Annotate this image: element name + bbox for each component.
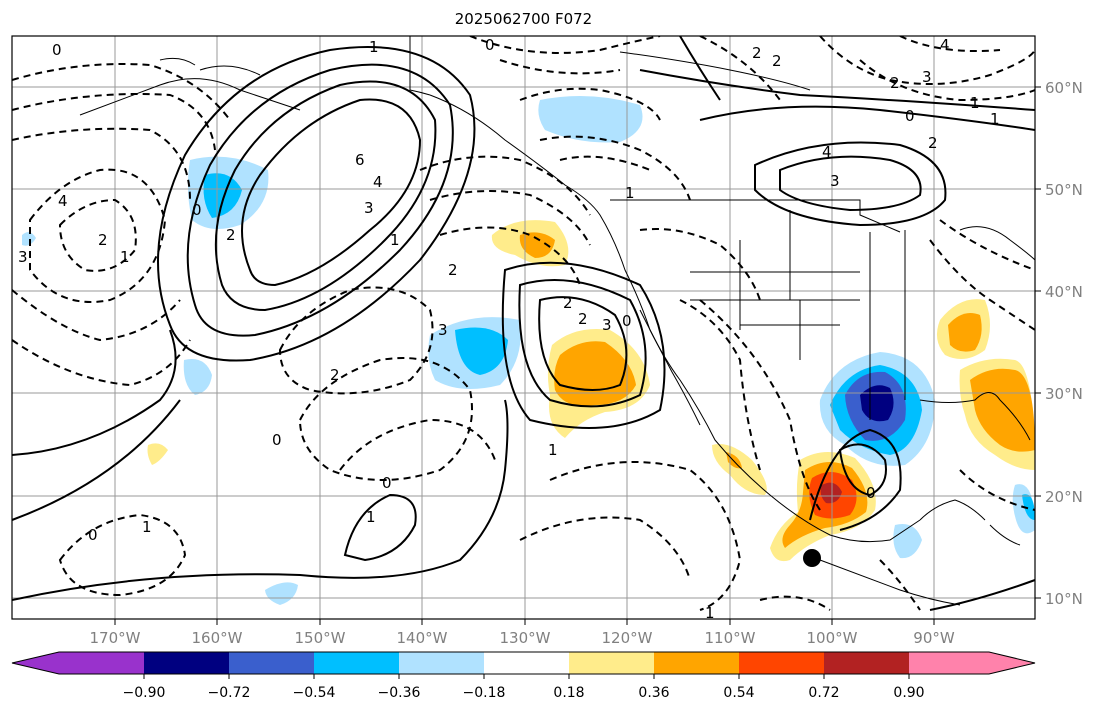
contour-label: 3	[364, 199, 374, 217]
contour-label: 0	[52, 41, 62, 59]
colorbar-bin	[144, 652, 229, 674]
contour-label: 0	[272, 431, 282, 449]
lon-label: 120°W	[602, 629, 653, 647]
colorbar-label: 0.18	[553, 685, 584, 701]
contour-label: 2	[772, 52, 782, 70]
colorbar-bin	[824, 652, 909, 674]
lat-label: 10°N	[1045, 590, 1083, 608]
contour-label: 0	[485, 36, 495, 54]
colorbar-bin	[399, 652, 484, 674]
contour-label: 4	[373, 173, 383, 191]
coastlines	[79, 36, 1035, 606]
contour-label: 0	[905, 107, 915, 125]
contour-label: 2	[448, 261, 458, 279]
contour-label: 2	[890, 74, 900, 92]
colorbar-bin	[654, 652, 739, 674]
latitude-labels: 60°N 50°N 40°N 30°N 20°N 10°N	[1045, 79, 1083, 608]
colorbar-label: −0.18	[463, 685, 506, 701]
contour-label: 2	[752, 44, 762, 62]
contour-label: 3	[830, 172, 840, 190]
lat-label: 30°N	[1045, 385, 1083, 403]
contour-label: 1	[625, 184, 635, 202]
lat-label: 40°N	[1045, 283, 1083, 301]
lon-label: 170°W	[90, 629, 141, 647]
contour-label: 2	[563, 294, 573, 312]
contour-label: 1	[142, 518, 152, 536]
lon-label: 160°W	[192, 629, 243, 647]
solid-contours	[12, 36, 1035, 611]
lon-label: 150°W	[295, 629, 346, 647]
lat-label: 20°N	[1045, 488, 1083, 506]
lon-label: 90°W	[913, 629, 955, 647]
lat-label: 60°N	[1045, 79, 1083, 97]
contour-label: 0	[382, 474, 392, 492]
contour-label: 3	[438, 321, 448, 339]
contour-label: 1	[705, 604, 715, 622]
colorbar-bin	[739, 652, 824, 674]
colorbar-bin	[909, 652, 989, 674]
lon-label: 140°W	[397, 629, 448, 647]
contour-label: 1	[970, 94, 980, 112]
contour-label: 0	[192, 201, 202, 219]
contour-label: 1	[366, 508, 376, 526]
colorbar-bin	[569, 652, 654, 674]
axis-ticks	[114, 86, 1041, 625]
colorbar-label: −0.36	[378, 685, 421, 701]
graticule	[12, 36, 1035, 619]
contour-label: 1	[548, 441, 558, 459]
colorbar-extend-low	[12, 652, 59, 674]
contour-label: 2	[226, 226, 236, 244]
contour-label: 0	[88, 526, 98, 544]
colorbar-extend-high	[989, 652, 1035, 674]
contour-label: 1	[120, 248, 130, 266]
contour-label: 1	[390, 231, 400, 249]
colorbar: −0.90 −0.72 −0.54 −0.36 −0.18 0.18 0.36 …	[11, 651, 1036, 701]
contour-label: 4	[940, 36, 950, 54]
lon-label: 100°W	[807, 629, 858, 647]
contour-label: 1	[990, 110, 1000, 128]
colorbar-bin	[59, 652, 144, 674]
contour-label: 3	[18, 248, 28, 266]
longitude-labels: 170°W 160°W 150°W 140°W 130°W 120°W 110°…	[90, 629, 955, 647]
colorbar-label: 0.72	[808, 685, 839, 701]
contour-label: 6	[355, 151, 365, 169]
contour-label: 4	[822, 143, 832, 161]
contour-label: 4	[58, 192, 68, 210]
station-marker	[803, 549, 821, 567]
contour-label: 0	[622, 312, 632, 330]
contour-label: 2	[330, 366, 340, 384]
colorbar-label: 0.36	[638, 685, 669, 701]
contour-labels: 0 1 0 4 2 2 2 3 1 0 1 2 4 3 6 4 3 2 1 0 …	[18, 36, 1000, 622]
contour-label: 0	[866, 484, 876, 502]
colorbar-bin	[229, 652, 314, 674]
contour-label: 2	[578, 310, 588, 328]
contour-label: 2	[928, 134, 938, 152]
contour-label: 1	[369, 38, 379, 56]
lon-label: 130°W	[500, 629, 551, 647]
colorbar-bin	[314, 652, 399, 674]
contour-label: 3	[602, 316, 612, 334]
contour-label: 3	[922, 68, 932, 86]
dashed-contours	[12, 36, 1035, 611]
lat-label: 50°N	[1045, 181, 1083, 199]
colorbar-label: −0.54	[293, 685, 336, 701]
colorbar-label: −0.90	[123, 685, 166, 701]
map-title: 2025062700 F072	[454, 10, 593, 28]
colorbar-label: −0.72	[208, 685, 251, 701]
shading-layer	[22, 96, 1035, 605]
contour-label: 2	[98, 231, 108, 249]
map-frame	[11, 35, 1036, 620]
colorbar-label: 0.90	[893, 685, 924, 701]
colorbar-bin	[484, 652, 569, 674]
colorbar-label: 0.54	[723, 685, 754, 701]
lon-label: 110°W	[705, 629, 756, 647]
